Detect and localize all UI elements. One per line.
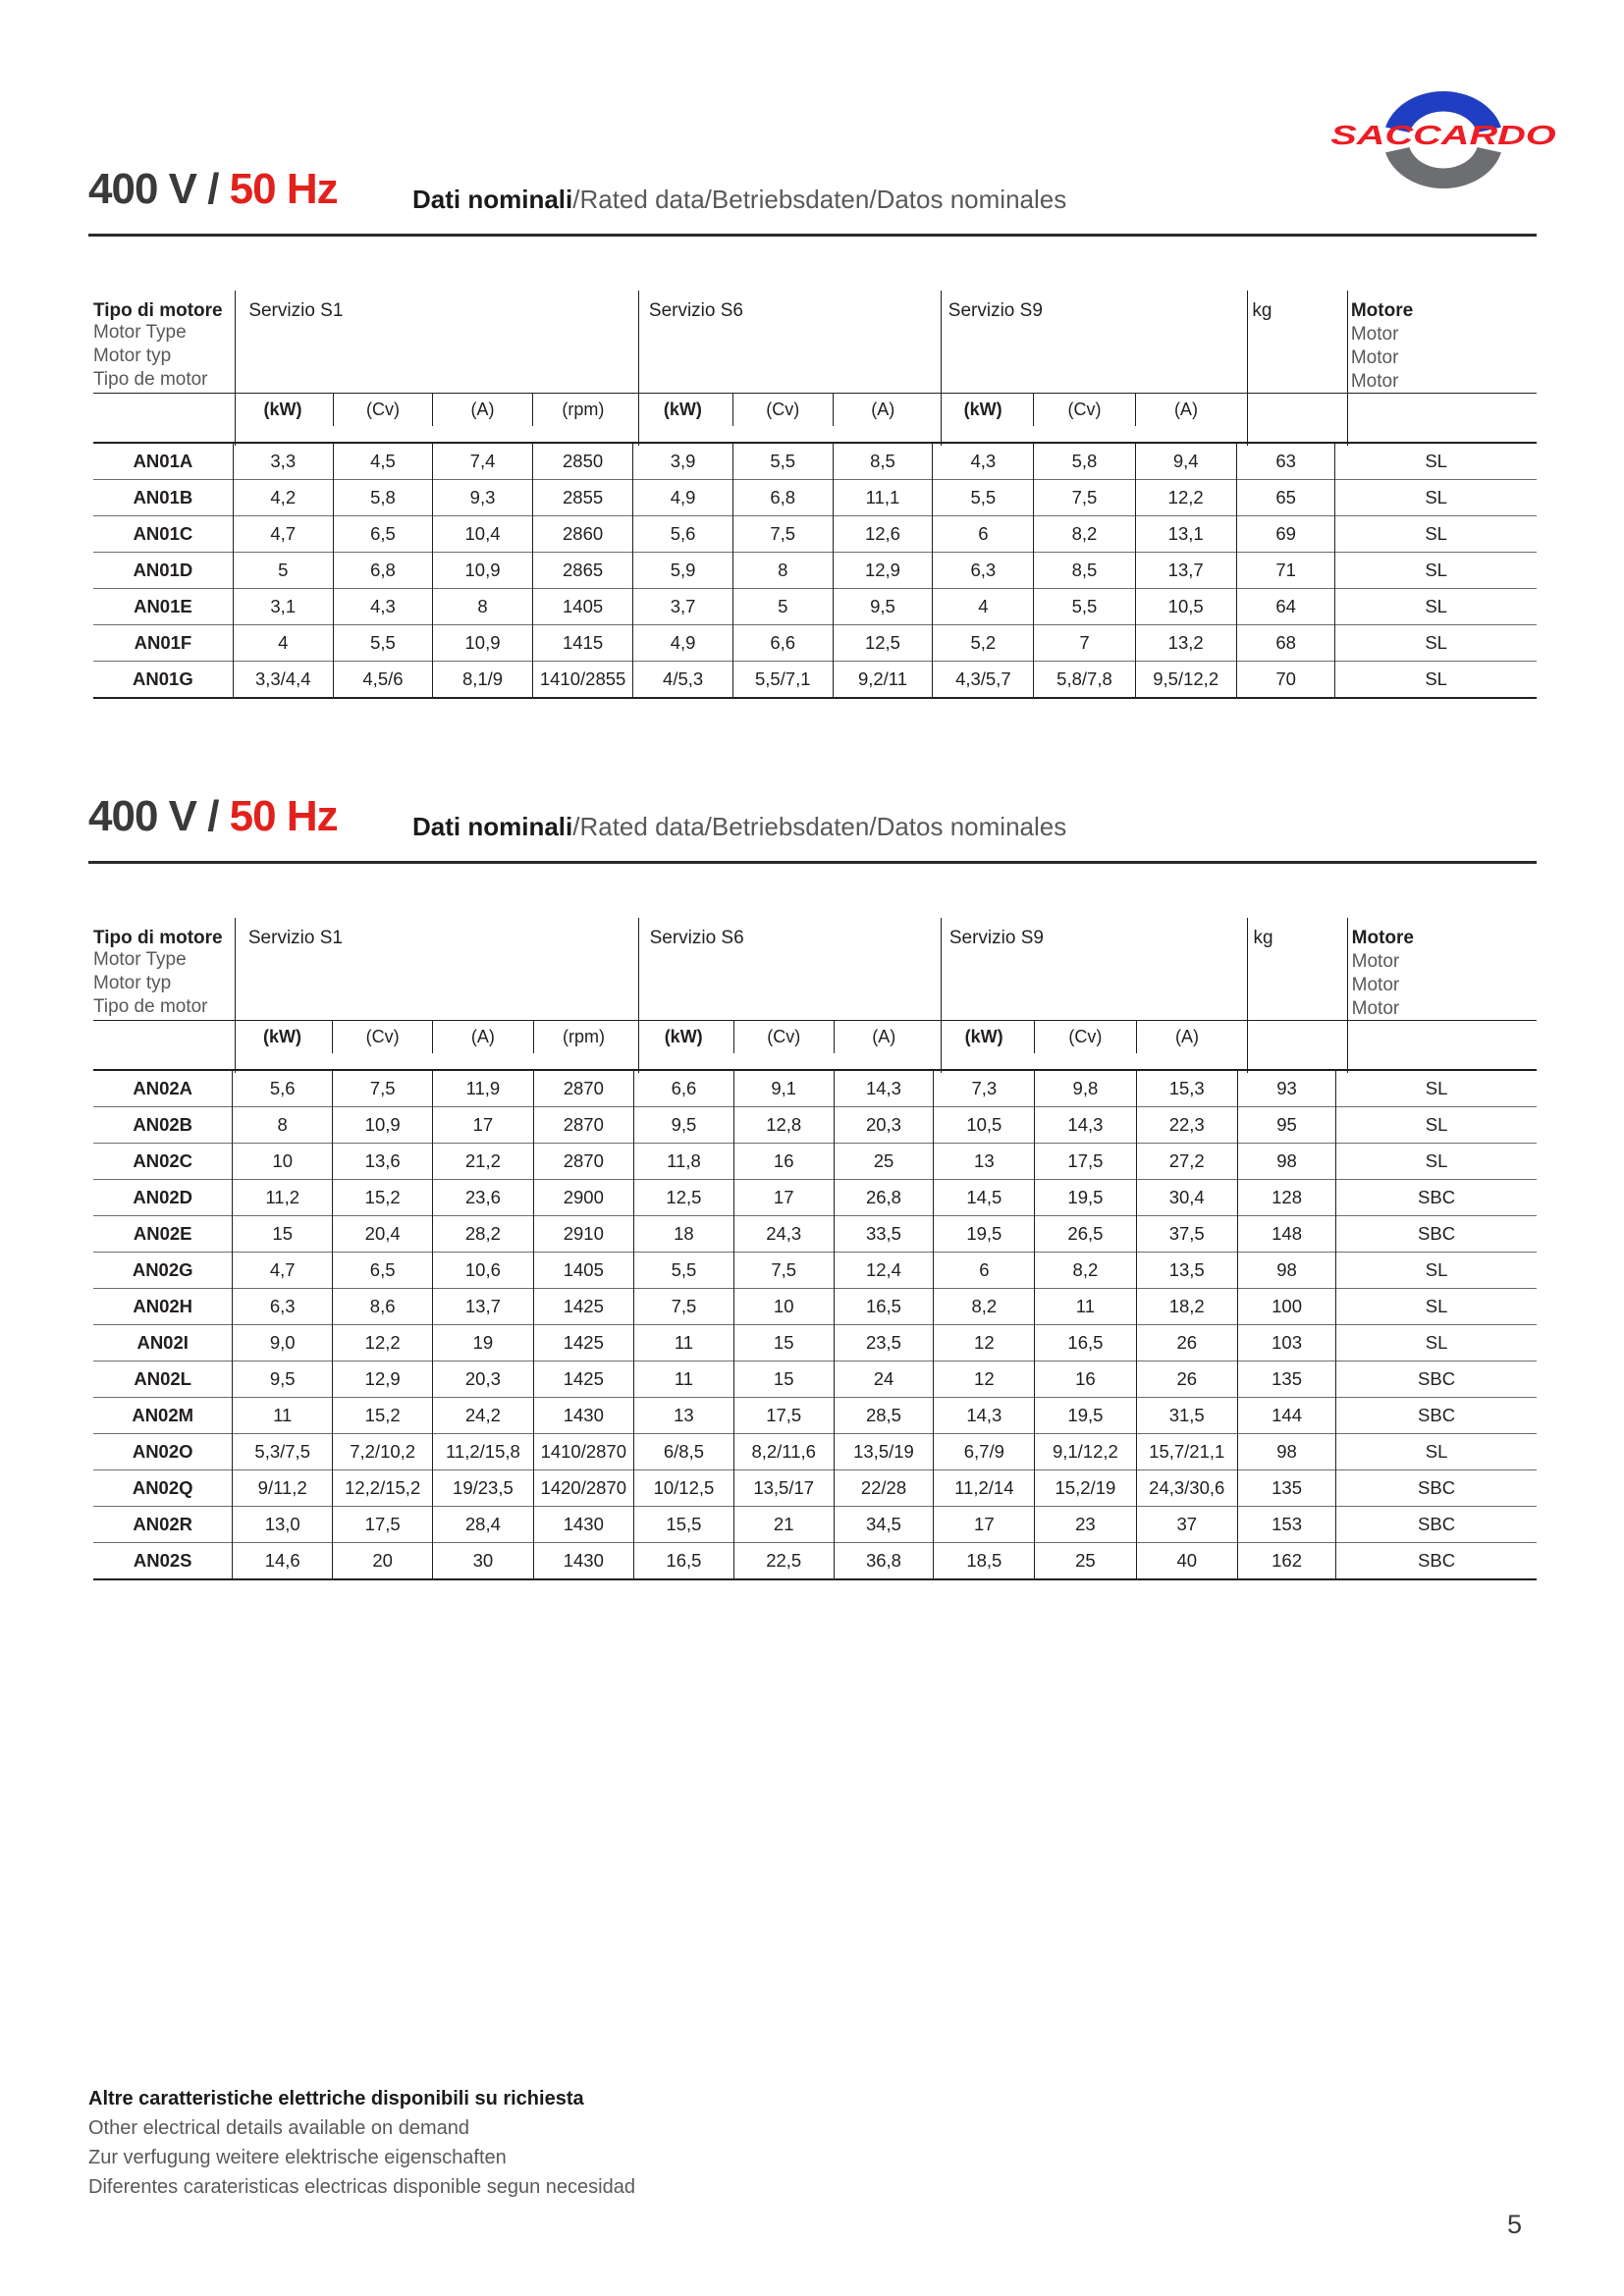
svg-text:SACCARDO: SACCARDO bbox=[1330, 121, 1556, 150]
